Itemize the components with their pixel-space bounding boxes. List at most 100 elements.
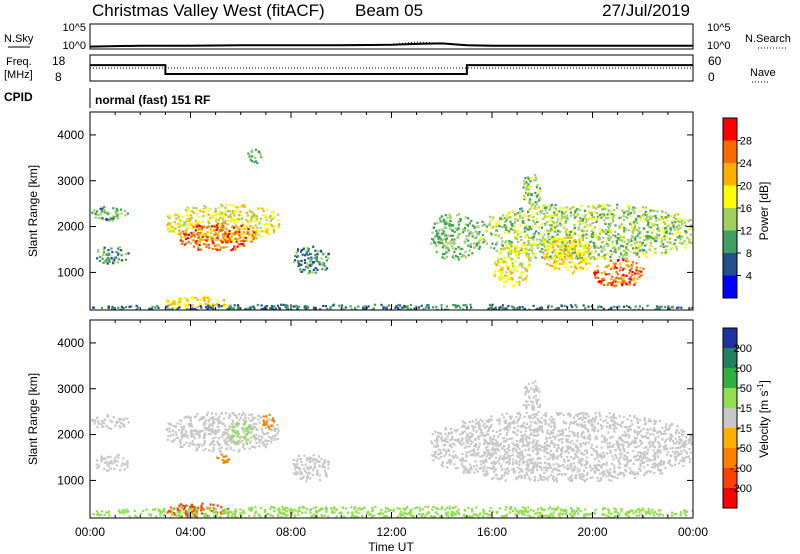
freq-series [90,64,693,75]
heatmap-region [430,213,481,261]
x-tick-label: 16:00 [477,525,507,539]
heatmap-region [216,453,231,464]
power-colorbar-tick-label: 12 [740,226,752,238]
heatmap-region [91,303,693,310]
x-tick-label: 00:00 [678,525,708,539]
heatmap-region [247,148,263,165]
velocity-colorbar-tick-label: 15 [740,403,752,415]
power-colorbar-label: Power [dB] [757,182,771,241]
velocity-colorbar-swatch [723,348,737,369]
nave-tick-top: 60 [708,54,722,68]
velocity-axis-ticks: 4000 3000 2000 1000 [57,320,694,518]
heatmap-region [262,413,276,430]
velocity-colorbar-tick-label: -200 [730,483,752,495]
velocity-colorbar: 200 100 50 15 -15 -50 -100 -200 [722,327,752,509]
nsearch-label: N.Search [745,33,791,45]
power-colorbar-swatch [723,230,737,254]
heatmap-region [91,206,129,222]
heatmap-region [166,203,281,243]
velocity-colorbar-tick-label: 200 [734,343,752,355]
velocity-colorbar-swatch [723,488,737,509]
power-colorbar-tick-label: 8 [746,248,752,260]
power-ytick-label: 3000 [57,174,84,188]
cpid-label: CPID [4,90,33,104]
velocity-panel-frame [89,319,694,519]
heatmap-region [543,236,595,275]
power-colorbar-tick-label: 24 [740,158,752,170]
velocity-colorbar-label: Velocity [m s-1] [756,380,771,458]
x-tick-label: 20:00 [577,525,607,539]
x-tick-label: 08:00 [276,525,306,539]
heatmap-region [96,246,130,265]
power-ytick-label: 1000 [57,265,84,279]
heatmap-region [493,245,532,288]
heatmap-region [522,380,542,419]
nsky-label: N.Sky [4,33,34,45]
velocity-colorbar-tick-label: -15 [736,423,752,435]
nave-label: Nave [750,67,776,79]
velocity-colorbar-swatch [723,468,737,489]
velocity-colorbar-swatch [723,368,737,389]
freq-label: Freq. [6,56,32,68]
power-colorbar-swatch [723,253,737,276]
power-colorbar: 28 24 20 16 12 8 4 [722,117,752,299]
heatmap-region [228,421,255,446]
power-colorbar-swatch [723,140,737,164]
heatmap-region [95,453,129,472]
noise-tick-right-bottom: 10^0 [707,40,731,52]
cpid-value: normal (fast) 151 RF [95,93,210,107]
power-ylabel: Slant Range [km] [26,165,40,257]
beam-label: Beam 05 [355,1,423,20]
power-ytick-label: 2000 [57,220,84,234]
heatmap-region [166,502,230,518]
power-colorbar-swatch [723,208,737,231]
power-colorbar-tick-label: 28 [740,136,752,148]
heatmap-region [480,203,693,261]
velocity-label-end: ] [757,380,771,383]
freq-unit-label: [MHz] [4,69,33,81]
heatmap-region [293,245,330,275]
nave-tick-bottom: 0 [708,70,715,84]
x-tick-label: 00:00 [75,525,105,539]
power-colorbar-swatch [723,185,737,209]
power-colorbar-tick-label: 16 [740,203,752,215]
power-colorbar-swatch [723,118,737,141]
heatmap-region [165,411,280,453]
velocity-colorbar-tick-label: -100 [730,463,752,475]
x-axis-label: Time UT [368,540,414,554]
noise-tick-right-top: 10^5 [707,22,731,34]
velocity-ytick-label: 1000 [57,473,84,487]
noise-series [89,41,693,48]
power-axis-ticks: 4000 3000 2000 1000 [57,112,694,310]
power-heatmap [91,148,693,310]
freq-tick-bottom: 8 [55,70,62,84]
noise-tick-left-top: 10^5 [62,22,86,34]
heatmap-region [92,505,693,518]
power-colorbar-tick-label: 20 [740,181,752,193]
heatmap-region [430,411,693,483]
heatmap-region [292,454,330,483]
x-tick-label: 12:00 [376,525,406,539]
heatmap-region [179,222,256,252]
velocity-ytick-label: 3000 [57,382,84,396]
velocity-colorbar-swatch [723,388,737,409]
heatmap-region [91,414,130,430]
velocity-heatmap [91,380,693,518]
heatmap-region [593,258,645,288]
nsearch-line [89,41,693,47]
velocity-colorbar-swatch [723,408,737,429]
x-tick-label: 04:00 [175,525,205,539]
velocity-colorbar-swatch [723,448,737,469]
velocity-ylabel: Slant Range [km] [26,373,40,465]
heatmap-region [522,174,542,210]
date-label: 27/Jul/2019 [602,1,690,20]
velocity-ytick-label: 4000 [57,336,84,350]
power-colorbar-swatch [723,163,737,186]
power-ytick-label: 4000 [57,128,84,142]
velocity-label-main: Velocity [m s [757,391,771,458]
velocity-label-sup: -1 [756,383,765,391]
velocity-colorbar-tick-label: 100 [734,363,752,375]
freq-line [90,64,693,75]
noise-panel-frame [89,23,694,50]
